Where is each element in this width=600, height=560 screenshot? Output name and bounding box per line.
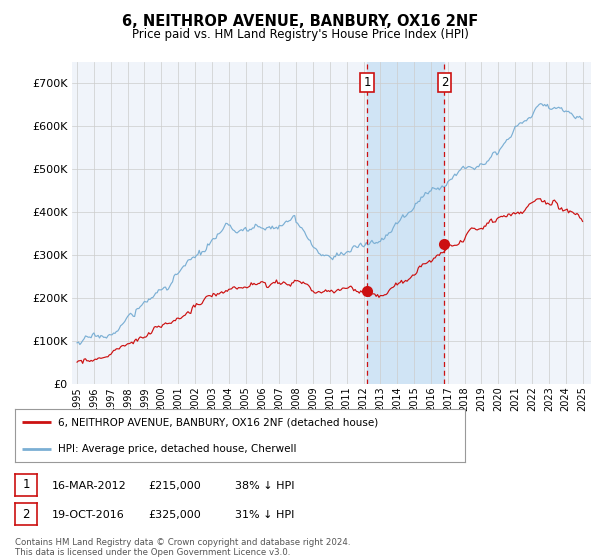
Text: Price paid vs. HM Land Registry's House Price Index (HPI): Price paid vs. HM Land Registry's House … bbox=[131, 28, 469, 41]
Text: 6, NEITHROP AVENUE, BANBURY, OX16 2NF (detached house): 6, NEITHROP AVENUE, BANBURY, OX16 2NF (d… bbox=[58, 417, 378, 427]
Text: £215,000: £215,000 bbox=[148, 481, 201, 491]
Text: 1: 1 bbox=[22, 478, 30, 492]
Text: 2: 2 bbox=[440, 76, 448, 89]
Text: Contains HM Land Registry data © Crown copyright and database right 2024.
This d: Contains HM Land Registry data © Crown c… bbox=[15, 538, 350, 557]
Text: £325,000: £325,000 bbox=[148, 510, 201, 520]
Text: 19-OCT-2016: 19-OCT-2016 bbox=[52, 510, 125, 520]
Text: 1: 1 bbox=[364, 76, 371, 89]
Text: 16-MAR-2012: 16-MAR-2012 bbox=[52, 481, 127, 491]
Text: 38% ↓ HPI: 38% ↓ HPI bbox=[235, 481, 295, 491]
Text: HPI: Average price, detached house, Cherwell: HPI: Average price, detached house, Cher… bbox=[58, 444, 296, 454]
Text: 2: 2 bbox=[22, 507, 30, 521]
Text: 6, NEITHROP AVENUE, BANBURY, OX16 2NF: 6, NEITHROP AVENUE, BANBURY, OX16 2NF bbox=[122, 14, 478, 29]
Text: 31% ↓ HPI: 31% ↓ HPI bbox=[235, 510, 295, 520]
Bar bbox=[367, 62, 445, 384]
